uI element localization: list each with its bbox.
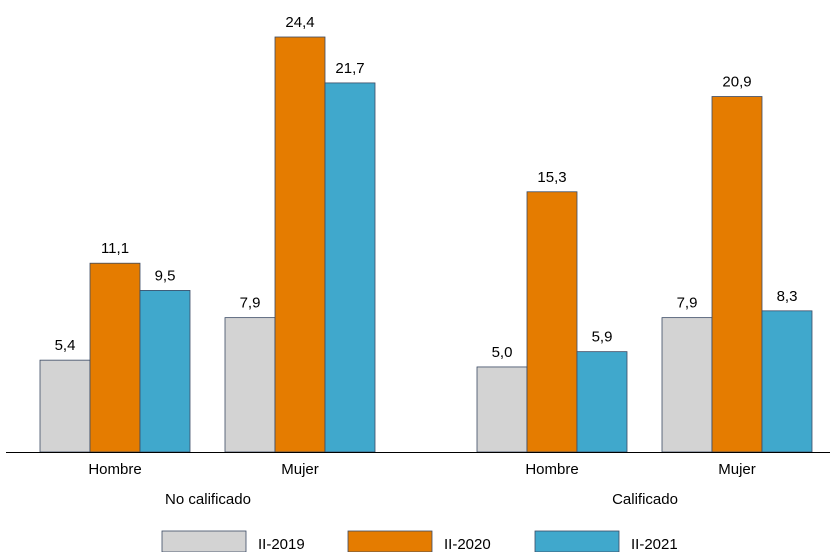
bar-ii-2020-2: [526, 191, 578, 453]
bar-value-label: 24,4: [285, 14, 314, 31]
legend-label: II-2020: [444, 536, 491, 552]
bar-value-label: 7,9: [240, 295, 261, 312]
legend-swatch: [347, 530, 433, 552]
value-labels-layer: 5,4 7,9 5,0 7,9 11,1 24,4 15,3 20,9 9,5 21,7 5,9 8,…: [55, 14, 798, 361]
group-label: No calificado: [165, 491, 251, 508]
bar-ii-2019-3: [661, 317, 713, 453]
bar-value-label: 5,4: [55, 337, 76, 354]
category-labels-layer: Hombre Mujer Hombre Mujer: [88, 461, 755, 478]
x-tick-label: Hombre: [525, 461, 578, 478]
legend: II-2019 II-2020 II-2021: [161, 530, 678, 552]
bar-ii-2020-1: [274, 36, 326, 453]
legend-label: II-2019: [258, 536, 305, 552]
bar-value-label: 11,1: [101, 240, 129, 257]
bar-value-label: 7,9: [677, 295, 698, 312]
bar-value-label: 8,3: [777, 288, 798, 305]
bar-value-label: 5,9: [592, 329, 613, 346]
bar-ii-2019-1: [224, 317, 276, 453]
bar-value-label: 21,7: [335, 60, 364, 77]
bar-ii-2020-3: [711, 96, 763, 453]
bar-value-label: 15,3: [537, 169, 566, 186]
bar-ii-2019-2: [476, 366, 528, 453]
bar-ii-2021-2: [576, 351, 628, 453]
x-tick-label: Mujer: [718, 461, 756, 478]
legend-swatch: [161, 530, 247, 552]
bar-ii-2021-3: [761, 310, 813, 453]
group-labels-layer: No calificado Calificado: [165, 491, 678, 508]
x-tick-label: Mujer: [281, 461, 319, 478]
legend-swatch: [534, 530, 620, 552]
bar-ii-2020-0: [89, 262, 141, 453]
bar-ii-2021-0: [139, 290, 191, 453]
bar-ii-2021-1: [324, 82, 376, 453]
bar-value-label: 20,9: [722, 74, 751, 91]
bar-ii-2019-0: [39, 359, 91, 453]
bar-value-label: 5,0: [492, 344, 513, 361]
legend-label: II-2021: [631, 536, 678, 552]
bar-value-label: 9,5: [155, 267, 176, 284]
group-label: Calificado: [612, 491, 678, 508]
x-tick-label: Hombre: [88, 461, 141, 478]
bars-layer: [39, 36, 813, 453]
